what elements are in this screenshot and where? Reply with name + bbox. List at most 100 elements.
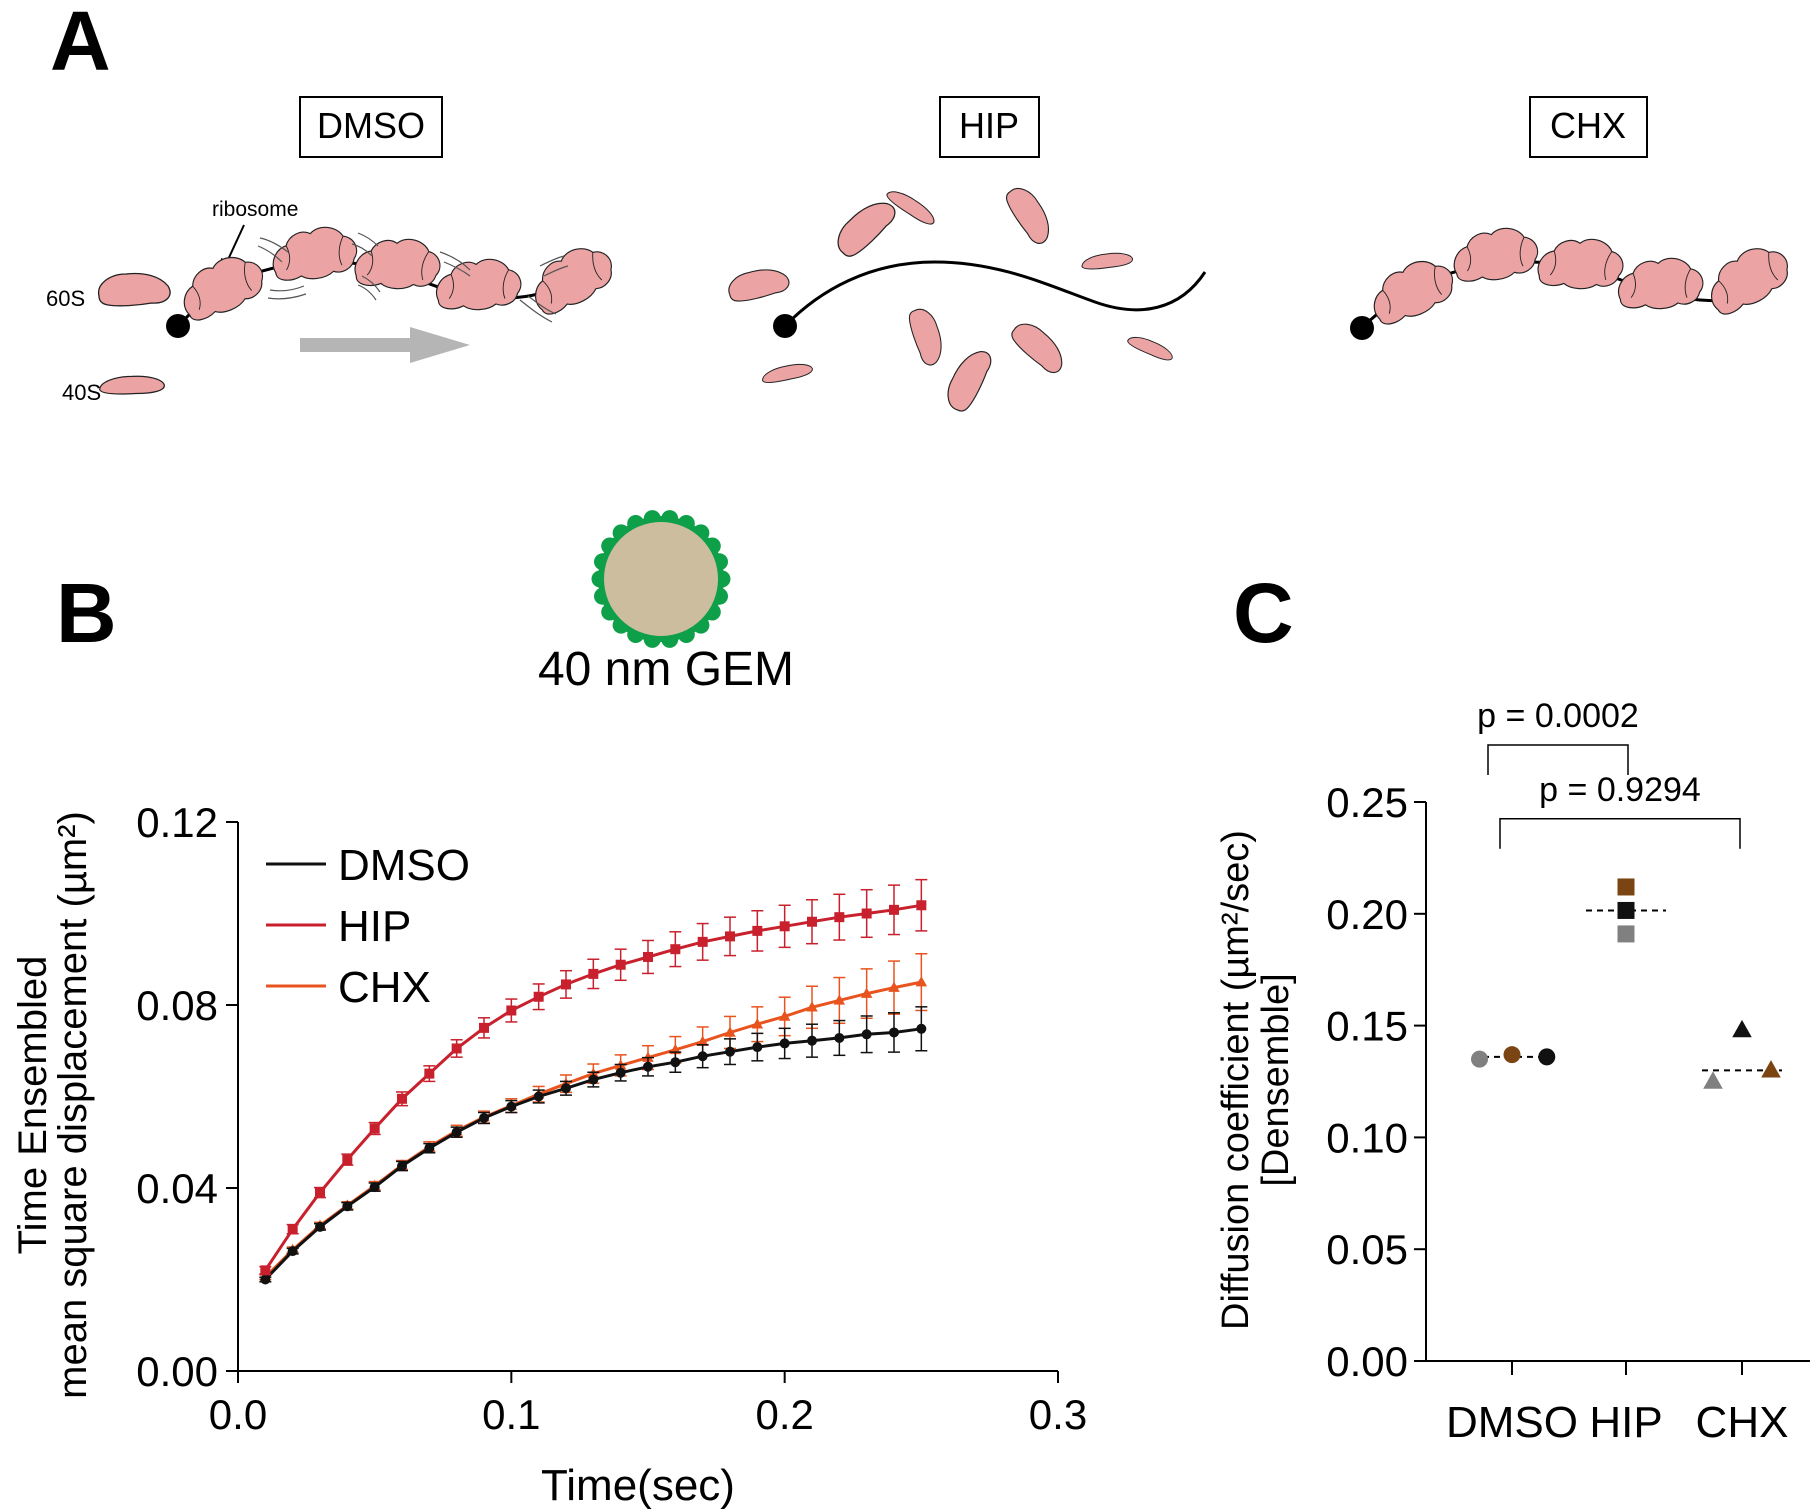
hip-subunit-7 <box>906 305 948 369</box>
hip-subunit-1 <box>828 192 902 262</box>
data-point-dmso <box>615 1067 626 1078</box>
x-tick-label: 0.0 <box>209 1391 267 1438</box>
data-point-hip <box>287 1224 298 1235</box>
y-tick-label: 0.10 <box>1326 1114 1408 1161</box>
data-point-dmso <box>779 1038 790 1049</box>
y-tick-label: 0.15 <box>1326 1003 1408 1050</box>
chx-ribosome-4 <box>1617 257 1704 310</box>
dc-y-label-line1: Diffusion coefficient (µm²/sec) <box>1215 830 1257 1330</box>
dc-y-label-line2: [Densemble] <box>1255 973 1297 1186</box>
x-tick-label: 0.2 <box>755 1391 813 1438</box>
hip-label: HIP <box>959 105 1019 146</box>
y-tick-label: 0.00 <box>1326 1338 1408 1385</box>
condition-dmso: DMSO ribosome 60S 40S <box>46 96 622 405</box>
panel-a: A DMSO ribosome 6 <box>46 0 1798 416</box>
data-point-dmso <box>861 1029 872 1040</box>
y-tick-label: 0.00 <box>136 1348 218 1395</box>
data-point-hip <box>807 916 817 927</box>
data-point-hip <box>725 931 735 942</box>
data-point-hip <box>779 921 790 932</box>
data-point-dmso <box>533 1091 544 1102</box>
group-dmso <box>1471 1046 1556 1068</box>
hip-subunit-10 <box>1125 331 1176 365</box>
data-point-chx <box>833 994 846 1005</box>
data-point-hip <box>561 979 571 990</box>
comparison-dmso-chx: p = 0.9294 <box>1499 771 1741 849</box>
data-point-dmso <box>588 1074 599 1085</box>
data-point-chx <box>1703 1071 1723 1089</box>
data-point-hip <box>916 900 927 911</box>
free-60s-subunit <box>97 272 171 307</box>
free-40s-subunit <box>99 375 165 395</box>
chx-ribosome-1 <box>1363 251 1461 329</box>
data-point-dmso <box>643 1061 653 1072</box>
data-point-dmso <box>889 1027 899 1038</box>
data-point-dmso <box>315 1221 325 1232</box>
condition-chx: CHX <box>1350 96 1798 340</box>
direction-arrow <box>300 327 470 363</box>
data-point-dmso <box>287 1246 298 1257</box>
dmso-ribosome-4 <box>435 258 522 311</box>
motion-lines <box>257 232 569 323</box>
hip-subunit-4 <box>1080 251 1134 271</box>
bracket <box>1487 744 1629 775</box>
data-point-chx <box>1761 1060 1781 1078</box>
hip-subunit-3 <box>1002 181 1058 249</box>
legend-label-hip: HIP <box>338 902 411 951</box>
group-chx <box>1702 1019 1782 1089</box>
chx-ribosome-2 <box>1450 225 1541 284</box>
data-point-hip <box>615 959 626 970</box>
hip-subunit-5 <box>725 264 792 304</box>
chx-ribosome-5 <box>1698 237 1798 320</box>
data-point-dmso <box>834 1032 845 1043</box>
y-tick-label: 0.25 <box>1326 779 1408 826</box>
data-point-dmso <box>752 1042 763 1053</box>
panel-c: C 0.00 0.05 0.10 0.15 0.20 0.25 DMSO HIP CHX p =… <box>1215 566 1810 1447</box>
gem-icon <box>591 510 731 648</box>
x-tick-label: 0.1 <box>482 1391 540 1438</box>
data-point-dmso <box>561 1083 571 1094</box>
data-point-hip <box>1617 925 1635 943</box>
chx-mrna-cap <box>1350 316 1374 340</box>
comparison-dmso-hip: p = 0.0002 <box>1477 697 1639 775</box>
data-point-hip <box>260 1265 271 1276</box>
data-point-hip <box>1617 901 1635 919</box>
p-value: p = 0.0002 <box>1477 697 1639 735</box>
chx-ribosome-3 <box>1536 234 1626 293</box>
dmso-label: DMSO <box>317 105 425 146</box>
x-tick-label-dmso: DMSO <box>1446 1398 1578 1447</box>
hip-mrna-cap <box>773 314 797 338</box>
x-tick-label-chx: CHX <box>1696 1398 1789 1447</box>
hip-mrna <box>783 260 1207 328</box>
data-point-hip <box>342 1154 353 1165</box>
dmso-mrna-cap <box>166 314 190 338</box>
data-point-hip <box>533 991 544 1002</box>
legend-label-chx: CHX <box>338 963 431 1012</box>
data-point-dmso <box>424 1143 435 1154</box>
p-value: p = 0.9294 <box>1539 771 1701 809</box>
data-point-hip <box>1617 878 1635 896</box>
data-point-hip <box>451 1043 462 1054</box>
chx-label-box <box>1529 96 1648 158</box>
data-point-hip <box>752 925 763 936</box>
y-tick-label: 0.04 <box>136 1165 218 1212</box>
series-hip <box>259 878 928 1276</box>
msd-chart: 0.0 0.1 0.2 0.3 0.00 0.04 0.08 0.12 Time(sec) T… <box>11 799 1087 1510</box>
label-40s: 40S <box>62 380 101 405</box>
data-point-hip <box>834 912 845 923</box>
hip-subunit-6 <box>760 361 815 385</box>
data-point-hip <box>697 936 708 947</box>
msd-y-label-line1: Time Ensembled <box>11 956 55 1255</box>
data-point-hip <box>670 944 681 955</box>
data-point-dmso <box>916 1023 927 1034</box>
data-point-dmso <box>260 1274 271 1285</box>
msd-x-label: Time(sec) <box>541 1461 735 1510</box>
data-point-dmso <box>1471 1050 1489 1068</box>
series-line-chx <box>264 980 922 1279</box>
data-point-dmso <box>397 1161 407 1172</box>
data-point-hip <box>424 1068 435 1079</box>
label-60s: 60S <box>46 286 85 311</box>
data-point-chx <box>860 987 873 998</box>
data-point-dmso <box>1538 1048 1556 1066</box>
panel-b: B 40 nm GEM 0.0 0.1 0.2 0.3 0.00 0.04 0.08 0.12… <box>11 510 1087 1510</box>
